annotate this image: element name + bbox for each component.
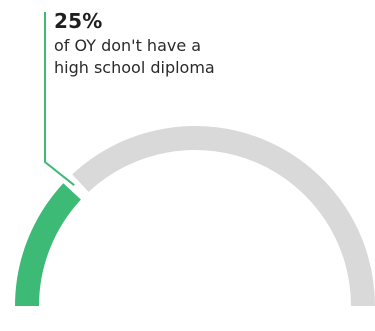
gauge-remainder-arc	[72, 125, 375, 307]
callout: 25% of OY don't have a high school diplo…	[54, 9, 314, 79]
gauge-value-label: 25%	[54, 9, 103, 33]
gauge-value-arc	[15, 183, 82, 307]
gauge-description-line-1: of OY don't have a	[54, 36, 202, 55]
gauge-description-line-2: high school diploma	[54, 58, 215, 77]
gauge-description: of OY don't have a high school diploma	[54, 35, 314, 79]
callout-leader-line	[44, 12, 75, 186]
